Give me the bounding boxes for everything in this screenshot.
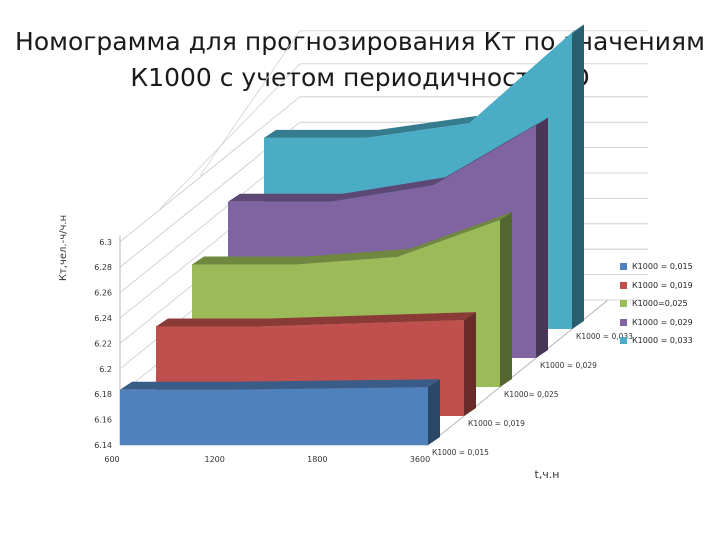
legend-label: К1000 = 0,033 <box>632 336 693 345</box>
legend-item: К1000 = 0,033 <box>620 336 693 345</box>
legend-swatch <box>620 281 627 289</box>
legend-label: К1000=0,025 <box>632 299 688 308</box>
z-tick-label: К1000 = 0,033 <box>576 332 633 341</box>
y-tick-label: 6.2 <box>99 365 112 374</box>
series-top-face <box>156 312 476 327</box>
series-side-face <box>536 117 548 358</box>
y-tick-label: 6.24 <box>94 314 112 323</box>
x-tick-label: 1800 <box>307 455 327 464</box>
y-tick-label: 6.3 <box>99 238 112 247</box>
series-top-face <box>120 379 440 390</box>
chart-series <box>120 24 584 445</box>
series-front-face <box>120 387 428 445</box>
y-tick-label: 6.18 <box>94 390 112 399</box>
z-tick-label: К1000 = 0,029 <box>540 361 597 370</box>
y-tick-label: 6.28 <box>94 263 112 272</box>
series-top-face <box>192 211 512 265</box>
z-tick-label: К1000 = 0,019 <box>468 419 525 428</box>
y-gridline <box>159 63 648 210</box>
legend-swatch <box>620 263 627 270</box>
series-side-face <box>500 211 512 387</box>
legend-label: К1000 = 0,029 <box>632 317 693 327</box>
z-tick-label: К1000= 0,025 <box>504 390 559 399</box>
legend-item: К1000 = 0,015 <box>620 262 693 271</box>
y-tick-label: 6.14 <box>94 441 112 450</box>
y-tick-label: 6.16 <box>94 416 112 425</box>
legend-swatch <box>620 300 627 307</box>
legend-item: К1000 = 0,019 <box>620 281 693 290</box>
series-side-face <box>464 312 476 416</box>
x-tick-label: 1200 <box>204 455 224 464</box>
chart-title: Номограмма для прогнозирования Кт по зна… <box>0 24 720 96</box>
series-side-face <box>572 24 584 330</box>
y-tick-label: 6.26 <box>94 289 112 298</box>
y-tick-label: 6.22 <box>94 339 112 348</box>
x-axis-title: t,ч.н <box>535 468 560 481</box>
legend-label: К1000 = 0,015 <box>632 262 693 271</box>
y-axis-title: Кт,чел.-ч/ч.н <box>58 215 69 281</box>
series-1-ribbon <box>120 379 440 445</box>
chart-title-line1: Номограмма для прогнозирования Кт по зна… <box>15 27 705 56</box>
z-tick-label: К1000 = 0,015 <box>432 448 489 457</box>
legend-swatch <box>620 337 627 344</box>
chart-labels: 6.14 6.16 6.18 6.2 6.22 6.24 6.26 6.28 6.3 К1000 … <box>58 215 633 481</box>
y-gridline <box>199 30 648 177</box>
legend-item: К1000 = 0,029 <box>620 318 693 327</box>
legend-label: К1000 = 0,019 <box>632 280 693 290</box>
x-tick-label: 600 <box>104 455 119 464</box>
legend-item: К1000=0,025 <box>620 299 688 308</box>
legend-swatch <box>620 318 627 326</box>
series-side-face <box>428 379 440 445</box>
x-tick-label: 3600 <box>410 455 430 464</box>
